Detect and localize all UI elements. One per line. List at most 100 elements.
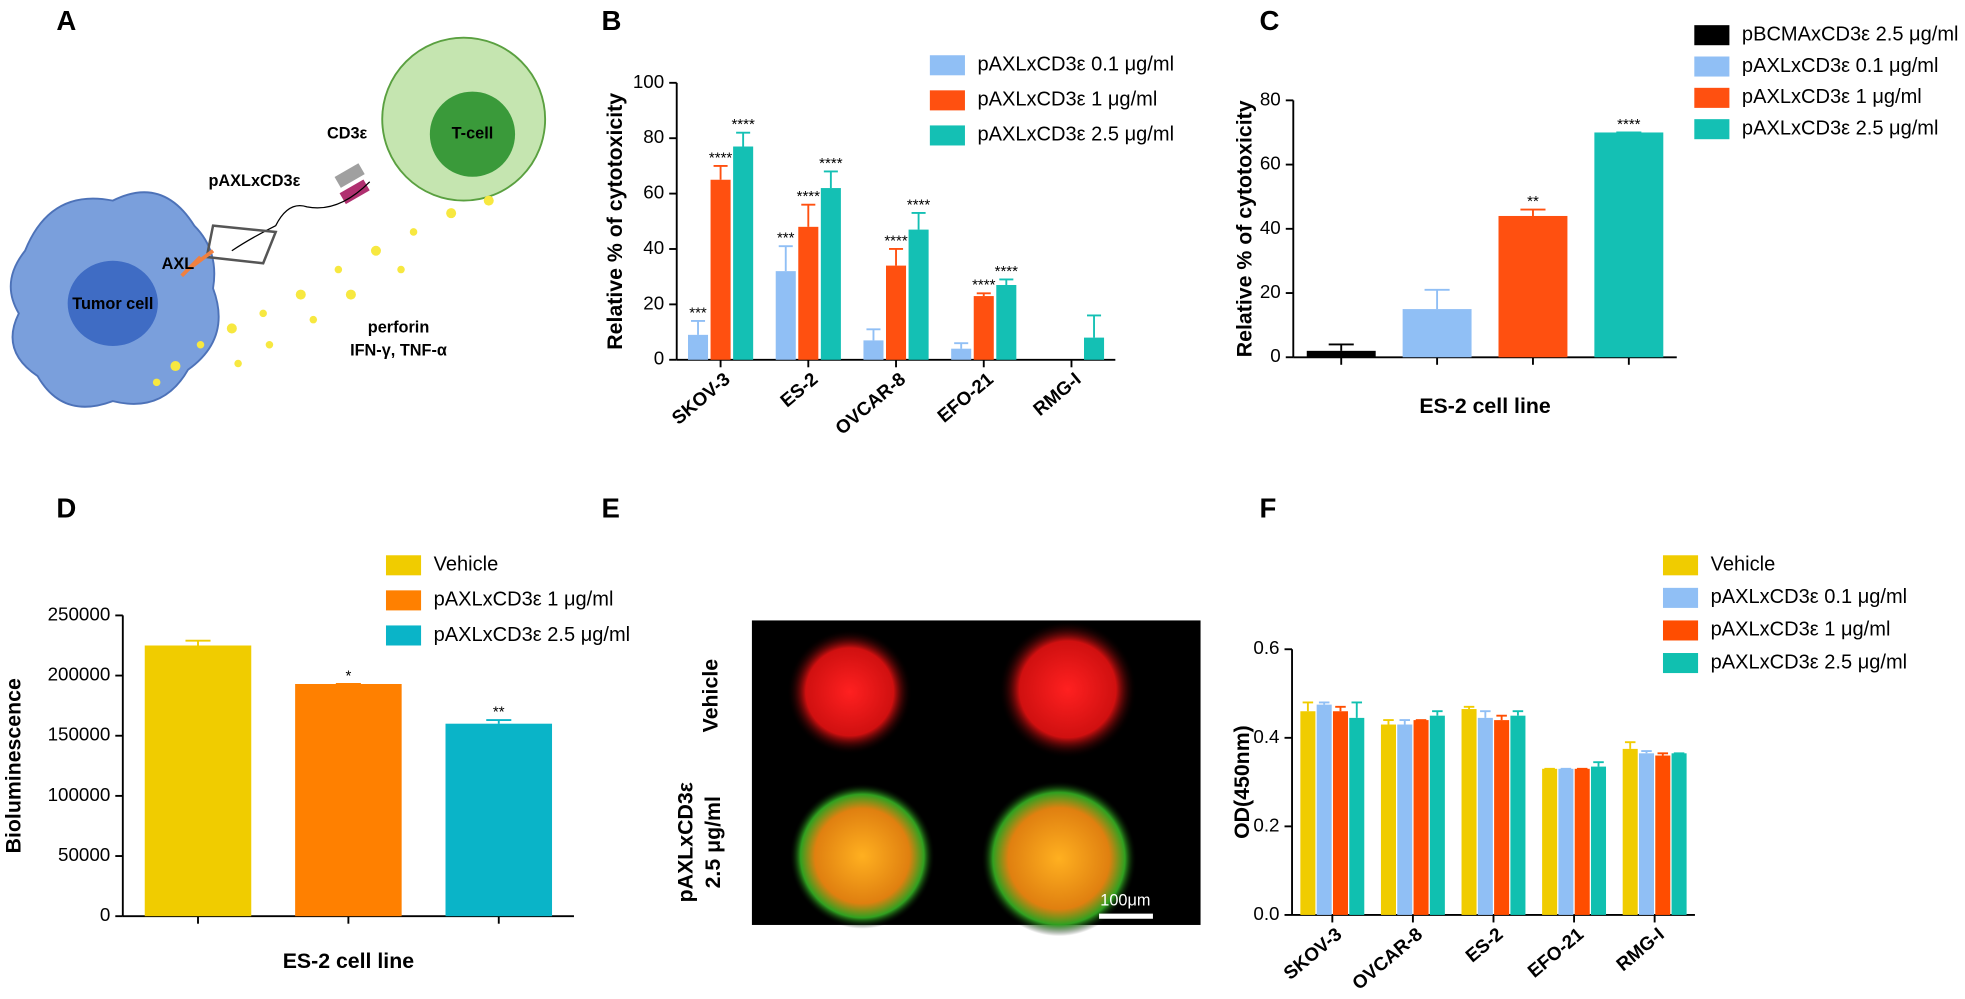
panel-label: F: [1259, 492, 1276, 523]
y-tick-label: 50000: [58, 844, 110, 865]
y-tick-label: 80: [643, 126, 664, 147]
diagram-label: Tumor cell: [72, 295, 153, 313]
bar: [798, 226, 819, 360]
error-bar: [823, 170, 838, 189]
diagram-label: perforin: [368, 319, 430, 337]
x-tick-label: SKOV-3: [668, 368, 734, 428]
bar: [775, 271, 796, 360]
error-bar: [801, 203, 816, 227]
bar: [1558, 768, 1574, 915]
bar: [951, 348, 972, 360]
error-bar: [866, 328, 881, 341]
legend-label: Vehicle: [434, 554, 499, 576]
y-tick-label: 250000: [48, 603, 111, 624]
legend-label: pBCMAxCD3ε 2.5 μg/ml: [1742, 23, 1959, 45]
spheroid: [789, 783, 935, 929]
bar: [1413, 720, 1429, 915]
bar: [1332, 711, 1348, 915]
error-bar: [1480, 710, 1491, 718]
bar: [1594, 132, 1664, 358]
significance: **: [1527, 193, 1539, 210]
y-tick-label: 40: [1260, 217, 1281, 238]
bar: [1461, 709, 1477, 915]
error-bar: [1496, 714, 1507, 721]
bar: [1655, 755, 1671, 915]
linker: [231, 181, 371, 252]
y-tick-label: 100000: [48, 784, 111, 805]
axl: [180, 249, 215, 278]
significance: ***: [777, 230, 795, 247]
error-bar: [1641, 750, 1652, 754]
legend-label: pAXLxCD3ε 2.5 μg/ml: [977, 124, 1174, 146]
bar: [1380, 724, 1396, 915]
bar: [688, 334, 709, 360]
y-tick-label: 60: [1260, 153, 1281, 174]
diagram-label: AXL: [162, 255, 195, 273]
y-tick-label: 80: [1260, 88, 1281, 109]
error-bar: [1383, 719, 1394, 725]
significance: *: [345, 667, 351, 684]
error-bar: [1512, 710, 1524, 716]
micrograph: 100μm Vehicle pAXLxCD3ε 2.5 μg/ml: [673, 620, 1201, 937]
legend-label: pAXLxCD3ε 0.1 μg/ml: [977, 54, 1174, 76]
bar: [733, 146, 754, 360]
bar: [295, 683, 402, 917]
x-tick-label: OVCAR-8: [831, 368, 909, 438]
error-bar: [1520, 208, 1546, 216]
bar: [886, 265, 907, 360]
bar: [1300, 711, 1316, 915]
diagram: Tumor cell T-cell CD3ε pAXLxCD3ε AXL per…: [9, 36, 547, 408]
bar: [863, 340, 884, 360]
y-axis-label: Relative % of cytotoxicity: [1232, 100, 1256, 357]
legend-swatch: [1662, 653, 1699, 674]
bar: [1306, 350, 1376, 358]
x-axis-label: ES-2 cell line: [283, 949, 415, 973]
error-bar: [778, 245, 793, 272]
legend-label: pAXLxCD3ε 1 μg/ml: [1742, 86, 1922, 108]
legend-swatch: [1694, 25, 1730, 46]
bar: [908, 229, 929, 360]
legend-label: pAXLxCD3ε 1 μg/ml: [434, 589, 614, 611]
error-bar: [1624, 741, 1636, 749]
significance: **: [493, 704, 505, 721]
error-bar: [1335, 705, 1346, 712]
bar: [1510, 715, 1526, 915]
diagram-label: IFN-γ, TNF-α: [350, 341, 447, 359]
row-label: 2.5 μg/ml: [701, 796, 725, 888]
error-bar: [691, 320, 706, 335]
bar: [1590, 766, 1607, 915]
bar: [1542, 768, 1558, 915]
y-tick-label: 0.4: [1253, 726, 1279, 747]
error-bar: [736, 131, 751, 147]
error-bar: [1593, 761, 1604, 767]
significance: ****: [731, 116, 755, 133]
significance: ****: [819, 155, 843, 172]
y-tick-label: 150000: [48, 724, 111, 745]
legend-label: Vehicle: [1711, 554, 1776, 576]
error-bar: [1424, 288, 1450, 310]
y-axis-label: OD(450nm): [1230, 725, 1254, 839]
error-bar: [1087, 314, 1102, 338]
y-tick-label: 0.6: [1253, 637, 1279, 658]
panel-label: D: [56, 492, 76, 523]
error-bar: [1657, 752, 1669, 756]
error-bar: [1328, 343, 1354, 351]
error-bar: [1318, 701, 1330, 705]
significance: ****: [1617, 116, 1641, 133]
y-tick-label: 60: [643, 182, 664, 203]
legend-label: pAXLxCD3ε 1 μg/ml: [977, 89, 1157, 111]
bar: [1084, 337, 1105, 360]
cd3: [339, 179, 370, 205]
antibody: [205, 224, 278, 265]
y-axis-label: Bioluminescence: [2, 678, 26, 853]
bar: [1316, 704, 1332, 915]
row-label: Vehicle: [698, 659, 722, 733]
bar: [445, 723, 553, 917]
legend-swatch: [1662, 620, 1699, 641]
error-bar: [1302, 701, 1314, 712]
error-bar: [185, 639, 211, 646]
bar: [1638, 753, 1655, 915]
x-tick-label: ES-2: [776, 368, 821, 411]
x-axis-label: ES-2 cell line: [1419, 394, 1551, 418]
